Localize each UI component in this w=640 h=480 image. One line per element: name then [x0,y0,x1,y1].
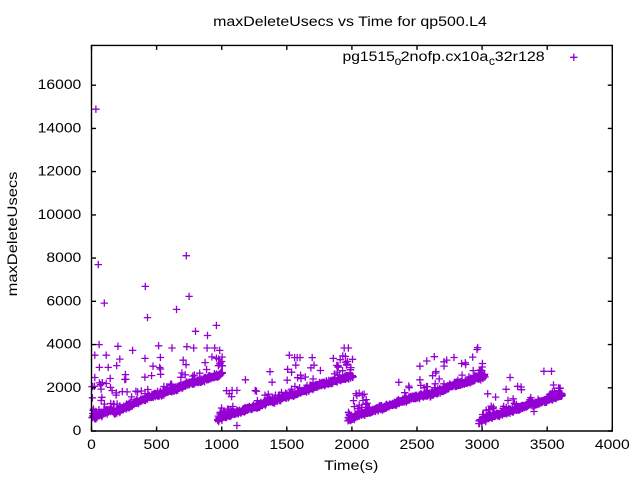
svg-text:4000: 4000 [595,436,630,452]
svg-text:c: c [489,54,495,68]
svg-text:10000: 10000 [38,206,82,222]
svg-text:3000: 3000 [465,436,500,452]
svg-text:16000: 16000 [38,76,82,92]
svg-text:Time(s): Time(s) [324,457,378,473]
svg-text:1500: 1500 [269,436,304,452]
svg-text:4000: 4000 [46,336,81,352]
svg-text:8000: 8000 [46,249,81,265]
svg-text:6000: 6000 [46,292,81,308]
svg-text:0: 0 [73,422,82,438]
svg-text:maxDeleteUsecs: maxDeleteUsecs [4,172,20,297]
svg-text:32r128: 32r128 [495,48,545,64]
svg-text:3500: 3500 [530,436,565,452]
svg-text:2nofp.cx10a: 2nofp.cx10a [401,48,489,64]
svg-text:2000: 2000 [334,436,369,452]
svg-text:500: 500 [144,436,170,452]
svg-text:pg1515: pg1515 [343,48,395,64]
svg-text:maxDeleteUsecs vs Time for qp5: maxDeleteUsecs vs Time for qp500.L4 [213,13,487,29]
svg-text:12000: 12000 [38,163,82,179]
svg-text:1000: 1000 [204,436,239,452]
svg-text:2000: 2000 [46,379,81,395]
svg-text:0: 0 [87,436,96,452]
svg-text:o: o [395,54,402,68]
svg-text:14000: 14000 [38,119,82,135]
svg-text:2500: 2500 [400,436,435,452]
